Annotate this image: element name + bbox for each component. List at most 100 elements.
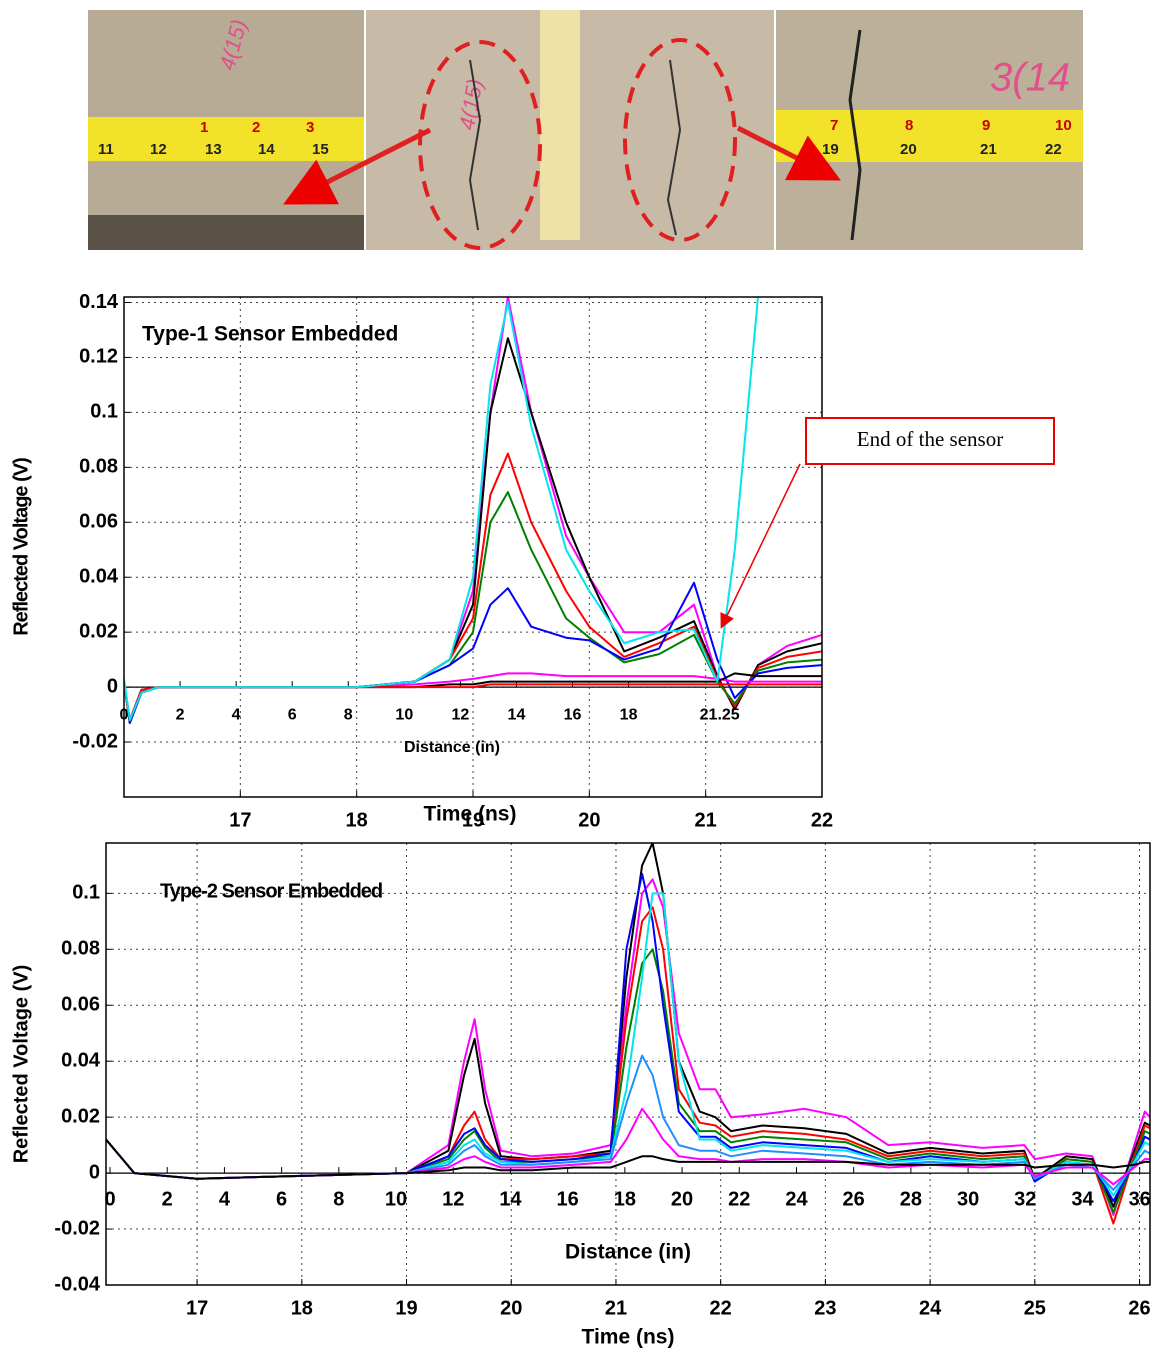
photo-left-edge — [88, 215, 364, 250]
x2-tick-label: 6 — [276, 1188, 287, 1210]
y-axis-label: Reflected Voltage (V) — [10, 965, 32, 1164]
y-tick-label: 0.04 — [61, 1049, 101, 1071]
y-tick-label: 0.14 — [79, 291, 119, 313]
series-group — [106, 843, 1150, 1225]
y-tick-label: -0.02 — [54, 1217, 100, 1239]
x2-tick-label: 12 — [442, 1188, 464, 1210]
series-line — [106, 878, 1150, 1217]
x2-tick-label: 26 — [843, 1188, 865, 1210]
plot-frame — [123, 296, 823, 798]
y-tick-label: -0.02 — [72, 730, 118, 752]
x2-tick-label: 16 — [557, 1188, 579, 1210]
series-group — [124, 297, 822, 724]
y-tick-label: 0.06 — [79, 511, 118, 533]
crack — [468, 59, 482, 231]
y-tick-label: 0 — [107, 675, 118, 697]
x-axis-label: Time (ns) — [582, 1326, 675, 1349]
x-tick-label: 19 — [395, 1297, 417, 1319]
x-tick-label: 20 — [500, 1297, 522, 1319]
y-tick-label: 0.02 — [79, 620, 118, 642]
chart-title: Type-1 Sensor Embedded — [142, 323, 398, 346]
x2-axis-label: Distance (in) — [565, 1241, 691, 1264]
x2-tick-label: 20 — [671, 1188, 693, 1210]
tape-label: 19 — [822, 141, 839, 158]
tape-label: 12 — [150, 141, 167, 158]
photo: 11 12 13 14 15 1 2 3 4(15) 4(15) 19 20 2… — [88, 10, 1083, 250]
crack — [848, 29, 862, 241]
tape — [88, 117, 364, 161]
y-tick-label: 0 — [89, 1161, 100, 1183]
crack-mark: 3(14 — [990, 56, 1070, 100]
tape-label: 21 — [980, 141, 997, 158]
series-line — [106, 1138, 1150, 1180]
tape-label: 8 — [905, 117, 913, 134]
arrow — [736, 125, 841, 181]
x2-tick-label: 21.25 — [700, 706, 740, 723]
tape-label: 3 — [306, 119, 314, 136]
annotation-text: End of the sensor — [857, 427, 1003, 451]
series-line — [124, 297, 759, 722]
plot-area — [106, 843, 1150, 1285]
annotation-box — [805, 417, 1055, 465]
x2-tick-label: 30 — [957, 1188, 979, 1210]
plot-area — [124, 297, 822, 797]
tape-label: 1 — [200, 119, 208, 136]
x-axis-label: Time (ns) — [424, 803, 517, 826]
tape-label: 2 — [252, 119, 260, 136]
x2-tick-label: 4 — [219, 1188, 231, 1210]
plot-frame — [105, 842, 1151, 1286]
x-tick-label: 24 — [919, 1297, 942, 1319]
x2-tick-label: 24 — [785, 1188, 808, 1210]
x2-tick-label: 22 — [728, 1188, 750, 1210]
y-tick-label: 0.08 — [79, 456, 118, 478]
x-tick-label: 22 — [811, 809, 833, 831]
chart-title: Type-2 Sensor Embedded — [160, 880, 382, 902]
x-tick-label: 18 — [291, 1297, 313, 1319]
tape-label: 10 — [1055, 117, 1072, 134]
tape-label: 15 — [312, 141, 329, 158]
x-tick-label: 22 — [710, 1297, 732, 1319]
x2-tick-label: 10 — [395, 706, 413, 723]
y-tick-label: 0.1 — [90, 401, 118, 423]
chart: -0.04 -0.02 0 0.02 0.04 0.06 0.08 0.1 17 18 19 20 21… — [10, 842, 1151, 1349]
y-tick-label: 0.02 — [61, 1105, 100, 1127]
x2-tick-label: 2 — [176, 706, 185, 723]
x-tick-label: 19 — [462, 809, 484, 831]
crack-circle — [418, 40, 542, 250]
x2-axis-label: Distance (in) — [404, 739, 500, 756]
x2-tick-label: 16 — [564, 706, 582, 723]
tape-label: 20 — [900, 141, 917, 158]
y-tick-label: 0.1 — [72, 882, 100, 904]
tape-label: 7 — [830, 117, 838, 134]
x-tick-label: 21 — [605, 1297, 627, 1319]
x-tick-label: 25 — [1024, 1297, 1046, 1319]
series-line — [106, 1107, 1150, 1186]
x2-tick-label: 32 — [1014, 1188, 1036, 1210]
x-tick-label: 26 — [1128, 1297, 1150, 1319]
y-tick-label: 0.06 — [61, 994, 100, 1016]
y-tick-label: -0.04 — [54, 1273, 100, 1295]
crack — [666, 59, 682, 236]
x2-tick-label: 6 — [288, 706, 297, 723]
masking-tape — [540, 10, 580, 240]
x2-tick-label: 14 — [499, 1188, 522, 1210]
x2-tick-label: 36 — [1129, 1188, 1151, 1210]
x2-tick-label: 8 — [344, 706, 353, 723]
x2-tick-label: 18 — [620, 706, 638, 723]
x-tick-label: 17 — [186, 1297, 208, 1319]
tape-label: 14 — [258, 141, 275, 158]
x2-tick-label: 34 — [1071, 1188, 1094, 1210]
tape-label: 11 — [98, 141, 114, 158]
x-tick-label: 23 — [814, 1297, 836, 1319]
x2-tick-label: 10 — [385, 1188, 407, 1210]
x2-tick-label: 4 — [232, 706, 241, 723]
chart: -0.02 0 0.02 0.04 0.06 0.08 0.1 0.12 0.14 17 18 19 2… — [10, 291, 833, 832]
y-axis-label: Reflected Voltage (V) — [10, 458, 32, 636]
y-tick-label: 0.08 — [61, 938, 100, 960]
x2-tick-label: 28 — [900, 1188, 922, 1210]
x-tick-label: 18 — [346, 809, 368, 831]
tape-label: 13 — [205, 141, 222, 158]
y-tick-label: 0.12 — [79, 346, 118, 368]
annotation-arrow — [720, 463, 801, 629]
crack-circle — [623, 38, 737, 242]
